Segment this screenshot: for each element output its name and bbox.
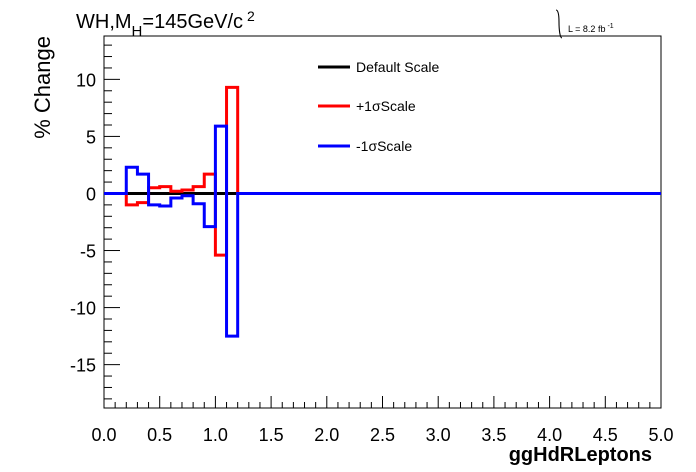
x-tick-label: 0.0 <box>91 425 116 445</box>
legend-entry-minus: -1σScale <box>318 138 412 154</box>
y-tick-label: 0 <box>86 184 96 204</box>
x-tick-label: 1.0 <box>203 425 228 445</box>
x-axis-label: ggHdRLeptons <box>509 444 652 466</box>
x-tick-label: 3.0 <box>426 425 451 445</box>
y-tick-label: -5 <box>80 242 96 262</box>
y-tick-label: 10 <box>76 70 96 90</box>
y-tick-label: 5 <box>86 127 96 147</box>
svg-text:+1σScale: +1σScale <box>356 98 416 114</box>
plot-frame <box>103 35 662 409</box>
series-line-2 <box>104 124 661 338</box>
x-tick-label: 4.0 <box>537 425 562 445</box>
legend-entry-default: Default Scale <box>318 59 439 75</box>
integral-symbol <box>555 9 563 39</box>
svg-text:-1σScale: -1σScale <box>356 138 412 154</box>
y-axis-ticks: -15 -10 -5 0 5 10 <box>70 44 120 400</box>
legend: Default Scale +1σScale -1σScale <box>318 59 439 154</box>
x-axis-ticks: 0.0 0.5 1.0 1.5 2.0 2.5 3.0 3.5 4.0 4.5 5.0 <box>91 396 674 445</box>
series-layer <box>104 85 661 338</box>
svg-text:L = 8.2 fb-1: L = 8.2 fb -1 <box>568 23 614 34</box>
lumi-label: L = 8.2 fb -1 <box>555 9 614 39</box>
x-tick-label: 5.0 <box>648 425 673 445</box>
legend-entry-plus: +1σScale <box>318 98 416 114</box>
x-tick-label: 0.5 <box>147 425 172 445</box>
x-tick-label: 2.0 <box>314 425 339 445</box>
chart-title: WH,MH=145GeV/c 2 <box>76 8 255 40</box>
x-tick-label: 1.5 <box>259 425 284 445</box>
svg-text:Default Scale: Default Scale <box>356 59 439 75</box>
x-tick-label: 3.5 <box>481 425 506 445</box>
x-tick-label: 4.5 <box>593 425 618 445</box>
y-axis-label: % Change <box>30 36 55 139</box>
y-tick-label: -15 <box>70 356 96 376</box>
x-tick-label: 2.5 <box>370 425 395 445</box>
y-tick-label: -10 <box>70 299 96 319</box>
